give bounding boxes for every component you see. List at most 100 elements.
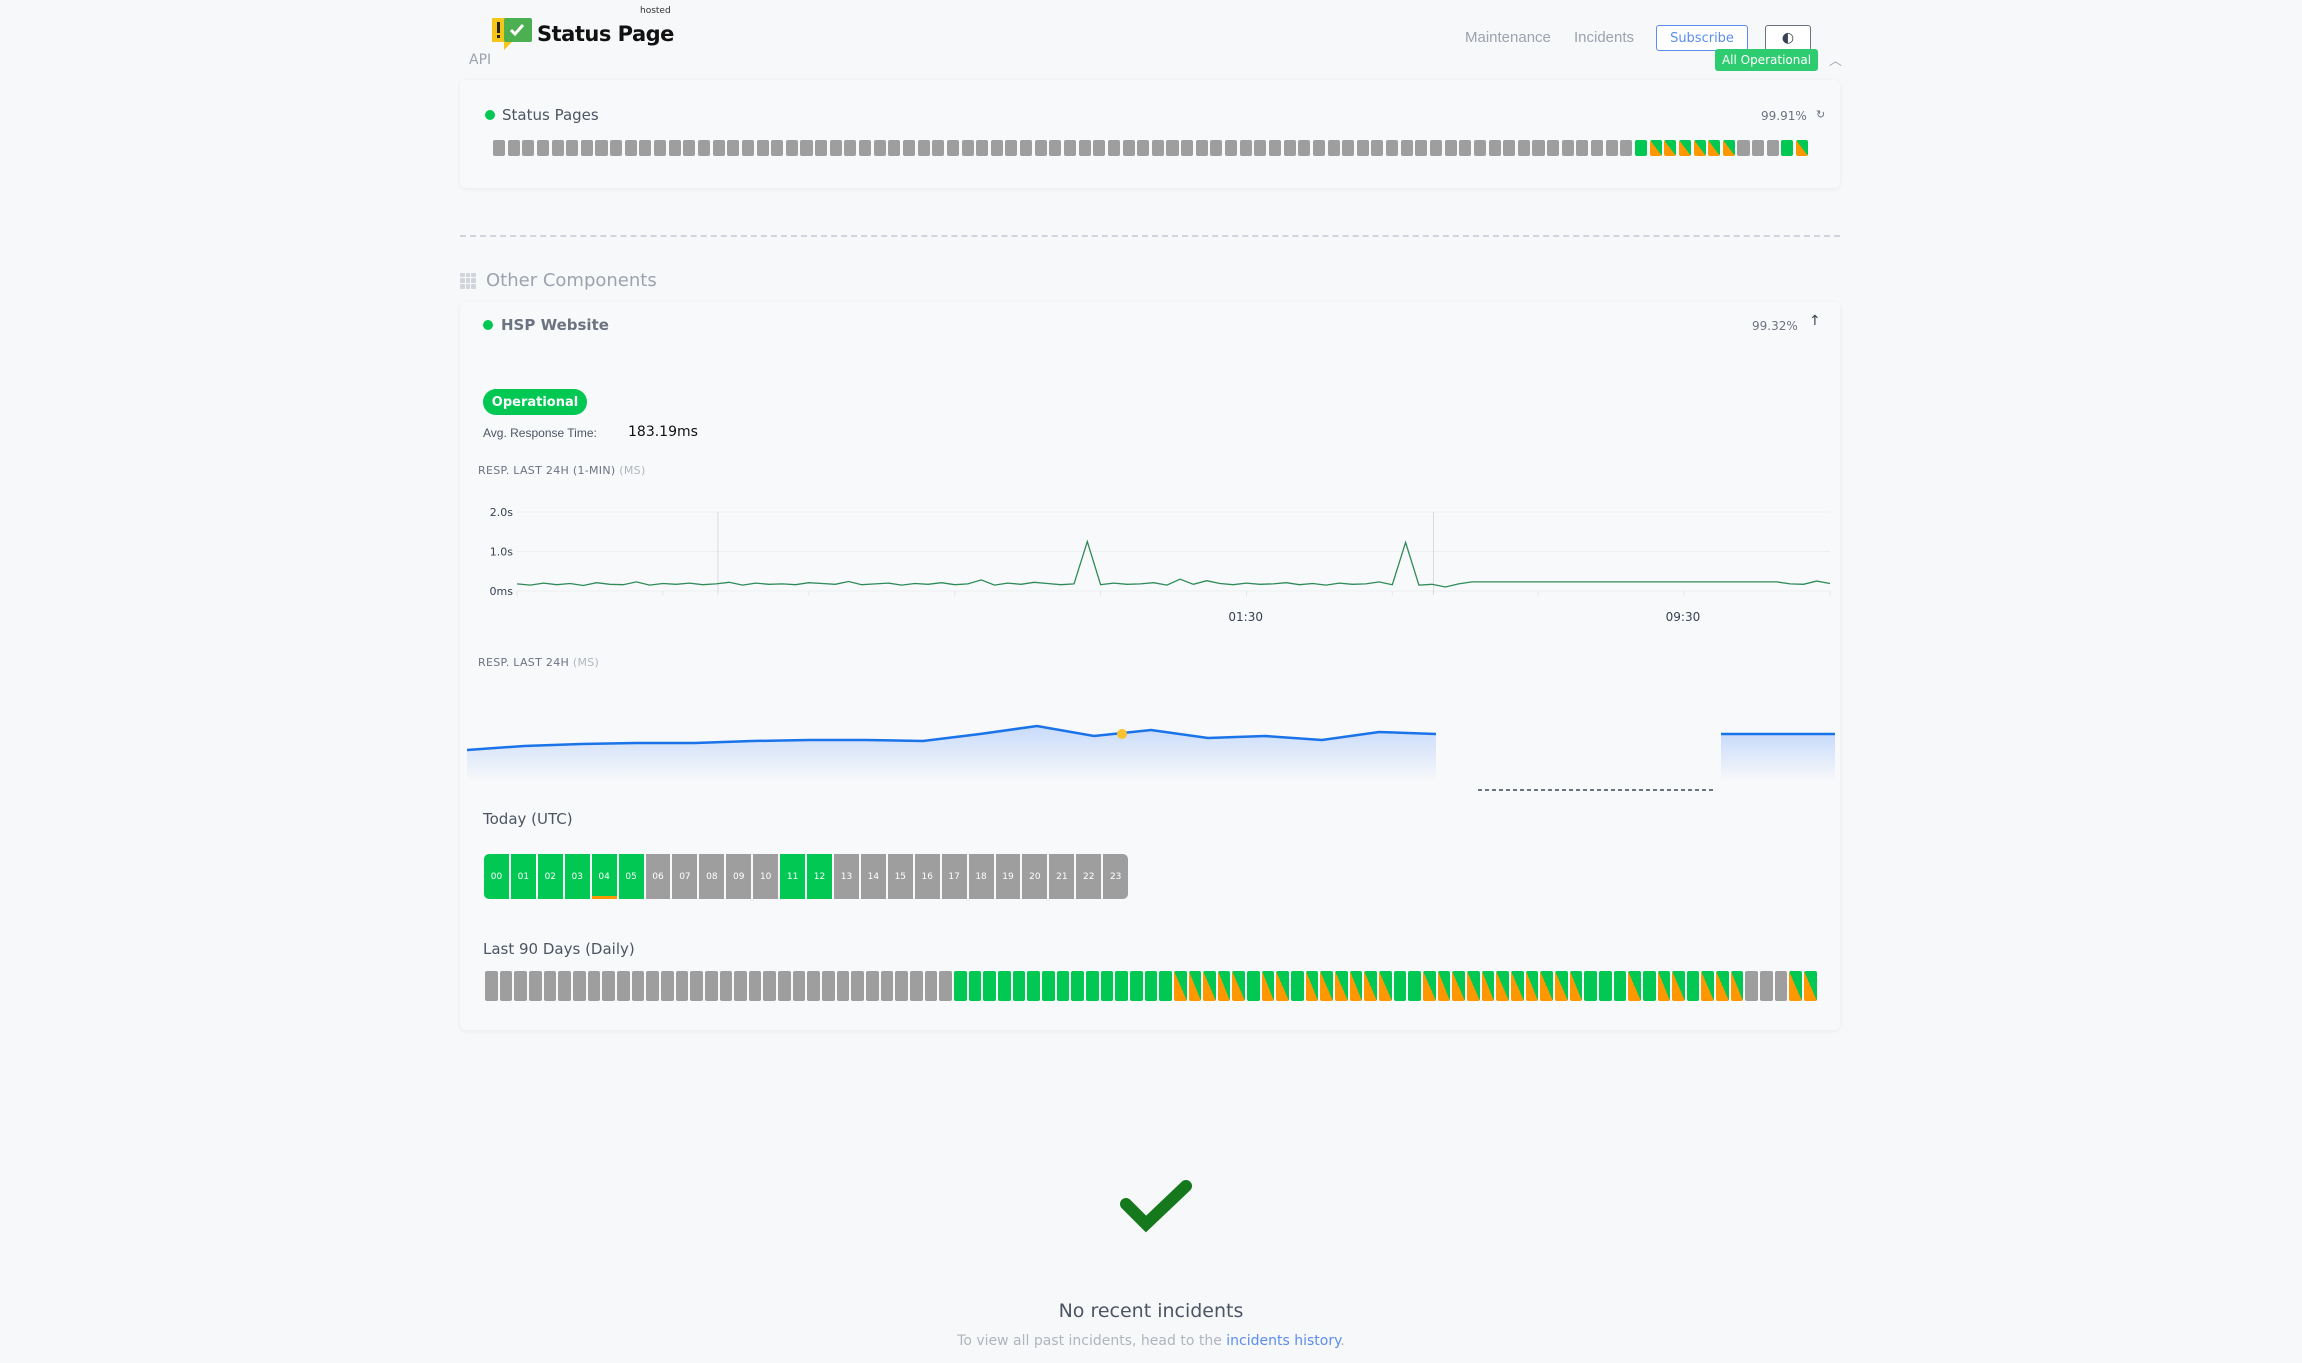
day-bar-no-data[interactable] xyxy=(1415,140,1428,156)
day-bar-no-data[interactable] xyxy=(1356,140,1369,156)
day-bar-partial[interactable] xyxy=(1496,971,1509,1001)
day-bar-operational[interactable] xyxy=(983,971,996,1001)
day-bar-no-data[interactable] xyxy=(771,140,784,156)
day-bar-no-data[interactable] xyxy=(1063,140,1077,156)
day-bar-no-data[interactable] xyxy=(873,140,886,156)
day-bar-no-data[interactable] xyxy=(1327,140,1340,156)
day-bar-no-data[interactable] xyxy=(1517,140,1530,156)
day-bar-partial[interactable] xyxy=(1540,971,1553,1001)
day-bar-partial[interactable] xyxy=(1364,971,1378,1001)
day-bar-no-data[interactable] xyxy=(675,971,689,1001)
day-bar-partial[interactable] xyxy=(1335,971,1348,1001)
day-bar-no-data[interactable] xyxy=(1766,140,1779,156)
day-bar-no-data[interactable] xyxy=(499,971,513,1001)
day-bar-partial[interactable] xyxy=(1217,971,1231,1001)
day-bar-operational[interactable] xyxy=(1613,971,1627,1001)
day-bar-no-data[interactable] xyxy=(543,971,557,1001)
day-bar-operational[interactable] xyxy=(1686,971,1700,1001)
hour-bar[interactable]: 06 xyxy=(645,854,671,899)
day-bar-partial[interactable] xyxy=(1320,971,1334,1001)
day-bar-operational[interactable] xyxy=(1584,971,1597,1001)
day-bar-no-data[interactable] xyxy=(836,971,850,1001)
day-bar-no-data[interactable] xyxy=(1473,140,1486,156)
day-bar-no-data[interactable] xyxy=(1005,140,1018,156)
day-bar-no-data[interactable] xyxy=(528,971,542,1001)
day-bar-no-data[interactable] xyxy=(844,140,857,156)
day-bar-no-data[interactable] xyxy=(1342,140,1355,156)
day-bar-no-data[interactable] xyxy=(572,971,586,1001)
day-bar-no-data[interactable] xyxy=(1093,140,1106,156)
chevron-up-icon[interactable]: ︿ xyxy=(1829,54,1843,69)
day-bar-no-data[interactable] xyxy=(895,971,909,1001)
day-bar-partial[interactable] xyxy=(1349,971,1363,1001)
day-bar-operational[interactable] xyxy=(954,971,967,1001)
day-bar-no-data[interactable] xyxy=(522,140,535,156)
day-bar-no-data[interactable] xyxy=(917,140,930,156)
day-bar-no-data[interactable] xyxy=(704,971,718,1001)
day-bar-partial[interactable] xyxy=(1730,971,1744,1001)
response-area-chart[interactable] xyxy=(460,700,1840,800)
hour-bar[interactable]: 01 xyxy=(510,854,536,899)
hour-bar[interactable]: 00 xyxy=(484,854,509,899)
day-bar-operational[interactable] xyxy=(1598,971,1612,1001)
day-bar-no-data[interactable] xyxy=(1752,140,1765,156)
hour-bar[interactable]: 15 xyxy=(887,854,913,899)
day-bar-operational[interactable] xyxy=(1408,971,1421,1001)
day-bar-no-data[interactable] xyxy=(1312,140,1325,156)
day-bar-no-data[interactable] xyxy=(1020,140,1033,156)
day-bar-no-data[interactable] xyxy=(1547,140,1560,156)
day-bar-no-data[interactable] xyxy=(1488,140,1501,156)
hour-bar[interactable]: 19 xyxy=(995,854,1021,899)
day-bar-partial[interactable] xyxy=(1657,971,1671,1001)
hour-bar[interactable]: 23 xyxy=(1103,854,1129,899)
hour-bar[interactable]: 04 xyxy=(591,854,617,899)
day-bar-no-data[interactable] xyxy=(734,971,747,1001)
hour-bar[interactable]: 16 xyxy=(914,854,940,899)
day-bar-partial[interactable] xyxy=(1379,971,1392,1001)
day-bar-no-data[interactable] xyxy=(1430,140,1443,156)
day-bar-no-data[interactable] xyxy=(1371,140,1384,156)
day-bar-no-data[interactable] xyxy=(880,971,894,1001)
day-bar-operational[interactable] xyxy=(1071,971,1084,1001)
day-bar-no-data[interactable] xyxy=(851,971,865,1001)
hour-bar[interactable]: 12 xyxy=(807,854,832,899)
day-bar-operational[interactable] xyxy=(1129,971,1143,1001)
hour-bar[interactable]: 11 xyxy=(780,854,806,899)
day-bar-no-data[interactable] xyxy=(616,971,630,1001)
day-bar-no-data[interactable] xyxy=(1503,140,1516,156)
day-bar-operational[interactable] xyxy=(1085,971,1099,1001)
day-bar-no-data[interactable] xyxy=(888,140,901,156)
day-bar-no-data[interactable] xyxy=(990,140,1003,156)
day-bar-partial[interactable] xyxy=(1437,971,1451,1001)
day-bar-operational[interactable] xyxy=(1041,971,1055,1001)
day-bar-no-data[interactable] xyxy=(1760,971,1773,1001)
day-bar-no-data[interactable] xyxy=(792,971,806,1001)
day-bar-partial[interactable] xyxy=(1693,140,1706,156)
day-bar-no-data[interactable] xyxy=(1181,140,1194,156)
day-bar-no-data[interactable] xyxy=(1532,140,1545,156)
refresh-icon[interactable]: ↻ xyxy=(1816,108,1826,121)
day-bar-partial[interactable] xyxy=(1569,971,1583,1001)
day-bar-partial[interactable] xyxy=(1649,140,1662,156)
day-bar-no-data[interactable] xyxy=(1107,140,1120,156)
hour-bar[interactable]: 18 xyxy=(968,854,994,899)
day-bar-partial[interactable] xyxy=(1664,140,1677,156)
day-bar-no-data[interactable] xyxy=(493,140,506,156)
day-bar-no-data[interactable] xyxy=(668,140,681,156)
day-bar-partial[interactable] xyxy=(1672,971,1685,1001)
day-bar-operational[interactable] xyxy=(1291,971,1304,1001)
hour-bar[interactable]: 13 xyxy=(833,854,859,899)
day-bar-no-data[interactable] xyxy=(785,140,798,156)
day-bar-no-data[interactable] xyxy=(932,140,945,156)
day-bar-no-data[interactable] xyxy=(976,140,989,156)
day-bar-operational[interactable] xyxy=(997,971,1011,1001)
day-bar-operational[interactable] xyxy=(1393,971,1407,1001)
day-bar-no-data[interactable] xyxy=(866,971,879,1001)
day-bar-no-data[interactable] xyxy=(712,140,725,156)
day-bar-partial[interactable] xyxy=(1789,971,1803,1001)
hour-bar[interactable]: 21 xyxy=(1049,854,1075,899)
component-name[interactable]: Status Pages xyxy=(502,106,599,124)
day-bar-no-data[interactable] xyxy=(1195,140,1208,156)
day-bar-no-data[interactable] xyxy=(939,971,952,1001)
day-bar-no-data[interactable] xyxy=(961,140,974,156)
